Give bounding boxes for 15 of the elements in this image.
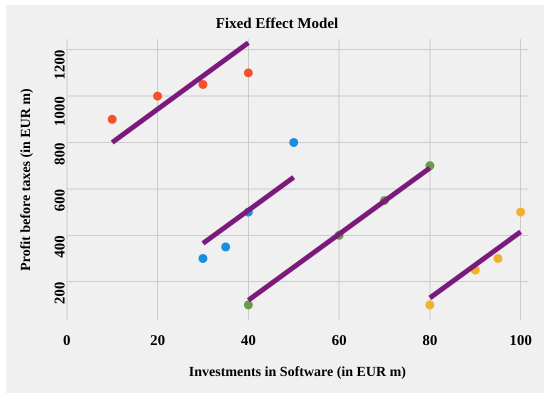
y-tick-label: 600	[52, 188, 69, 212]
x-axis-title: Investments in Software (in EUR m)	[188, 365, 406, 380]
y-tick-label: 1200	[52, 50, 69, 80]
x-tick-label: 60	[332, 333, 347, 350]
x-tick-label: 100	[509, 333, 532, 350]
x-tick-label: 0	[63, 333, 71, 350]
x-tick-label: 80	[422, 333, 438, 350]
x-tick-label: 40	[240, 333, 256, 350]
x-tick-label: 20	[150, 333, 166, 350]
y-tick-label: 800	[52, 142, 69, 165]
y-axis-title: Profit before taxes (in EUR m)	[19, 88, 34, 271]
y-tick-label: 1000	[52, 96, 69, 126]
y-tick-label: 400	[52, 235, 69, 258]
chart-title: Fixed Effect Model	[216, 16, 338, 32]
y-tick-label: 200	[52, 282, 69, 304]
